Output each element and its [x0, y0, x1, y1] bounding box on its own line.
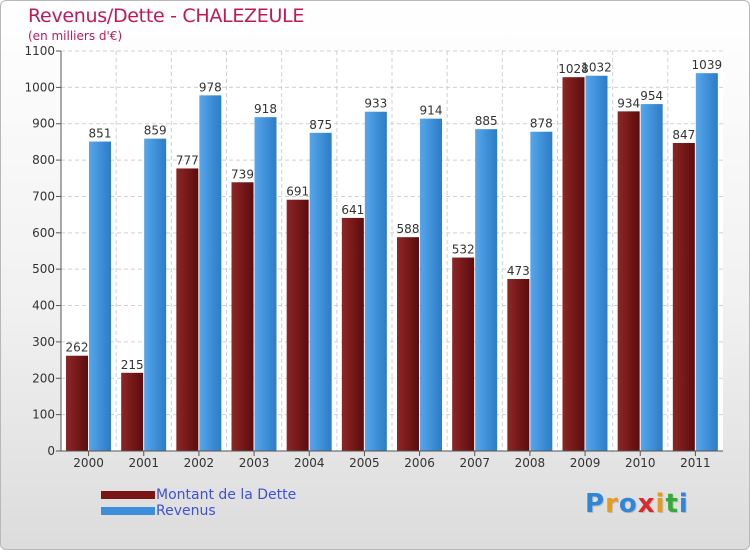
data-label-debt: 691: [286, 185, 309, 199]
y-tick-label: 200: [32, 371, 55, 385]
bar-debt: [672, 143, 695, 451]
data-label-revenue: 954: [640, 89, 663, 103]
bar-revenue: [585, 75, 608, 452]
y-tick-label: 400: [32, 299, 55, 313]
logo-letter: P: [585, 489, 606, 519]
x-tick-label: 2004: [294, 456, 325, 470]
bar-debt: [507, 279, 530, 451]
data-label-revenue: 978: [199, 80, 222, 94]
x-tick-label: 2010: [625, 456, 656, 470]
y-tick-label: 600: [32, 226, 55, 240]
x-tick-label: 2005: [349, 456, 380, 470]
x-tick-label: 2006: [404, 456, 435, 470]
logo-letter: i: [655, 489, 666, 519]
data-label-revenue: 875: [309, 118, 332, 132]
logo-letter: t: [665, 489, 679, 519]
bar-debt: [341, 217, 364, 451]
bar-revenue: [640, 104, 663, 451]
bar-revenue: [309, 132, 332, 451]
data-label-debt: 934: [617, 96, 640, 110]
data-label-revenue: 885: [475, 114, 498, 128]
bar-revenue: [254, 117, 277, 451]
bar-debt: [286, 199, 309, 451]
data-label-revenue: 933: [364, 97, 387, 111]
x-tick-label: 2009: [570, 456, 601, 470]
data-label-debt: 739: [231, 167, 254, 181]
legend-swatch-debt: [101, 491, 155, 499]
bar-debt: [231, 182, 254, 452]
bar-revenue: [199, 95, 222, 451]
data-label-debt: 1028: [558, 62, 589, 76]
logo-letter: r: [605, 489, 619, 519]
data-label-debt: 777: [176, 153, 199, 167]
legend-label-revenue: Revenus: [156, 503, 216, 519]
proxiti-logo: Proxiti: [585, 489, 689, 519]
y-tick-label: 1000: [24, 80, 55, 94]
data-label-debt: 215: [121, 358, 144, 372]
bar-revenue: [364, 111, 387, 452]
data-label-debt: 262: [66, 341, 89, 355]
x-tick-label: 2001: [128, 456, 159, 470]
legend-label-debt: Montant de la Dette: [156, 487, 297, 503]
bar-debt: [617, 111, 640, 451]
data-label-debt: 641: [341, 203, 364, 217]
x-tick-label: 2007: [459, 456, 490, 470]
x-tick-label: 2008: [515, 456, 546, 470]
data-label-debt: 847: [672, 128, 695, 142]
bar-revenue: [144, 138, 167, 452]
bar-revenue: [89, 141, 111, 451]
chart-title: Revenus/Dette - CHALEZEULE: [28, 5, 305, 27]
y-tick-label: 800: [32, 153, 55, 167]
data-label-revenue: 1032: [581, 61, 612, 75]
y-tick-label: 700: [32, 189, 55, 203]
bar-revenue: [530, 131, 553, 451]
x-tick-label: 2011: [680, 456, 711, 470]
y-tick-label: 300: [32, 335, 55, 349]
y-tick-label: 1100: [24, 44, 55, 58]
data-label-debt: 588: [397, 222, 420, 236]
x-tick-label: 2002: [184, 456, 215, 470]
logo-letter: x: [637, 489, 656, 519]
y-tick-label: 0: [47, 444, 55, 458]
data-label-debt: 532: [452, 243, 475, 257]
data-label-revenue: 878: [530, 117, 553, 131]
x-tick-label: 2003: [239, 456, 270, 470]
bar-debt: [121, 372, 144, 451]
bar-revenue: [695, 73, 718, 451]
bar-revenue: [475, 129, 498, 451]
legend-swatch-revenue: [101, 507, 155, 515]
data-label-revenue: 914: [420, 104, 443, 118]
data-label-revenue: 1039: [692, 58, 723, 72]
y-tick-label: 100: [32, 408, 55, 422]
data-label-debt: 473: [507, 264, 530, 278]
x-tick-label: 2000: [73, 456, 104, 470]
bar-revenue: [420, 118, 442, 452]
y-tick-label: 500: [32, 262, 55, 276]
bar-debt: [176, 168, 199, 452]
bar-debt: [452, 257, 475, 451]
y-tick-label: 900: [32, 117, 55, 131]
data-label-revenue: 851: [89, 127, 112, 141]
bar-debt: [66, 355, 88, 451]
bar-debt: [397, 237, 419, 451]
logo-letter: i: [678, 489, 689, 519]
bar-debt: [562, 77, 585, 451]
data-label-revenue: 859: [144, 124, 167, 138]
data-label-revenue: 918: [254, 102, 277, 116]
chart-subtitle: (en milliers d'€): [28, 29, 123, 43]
logo-letter: o: [618, 489, 638, 519]
